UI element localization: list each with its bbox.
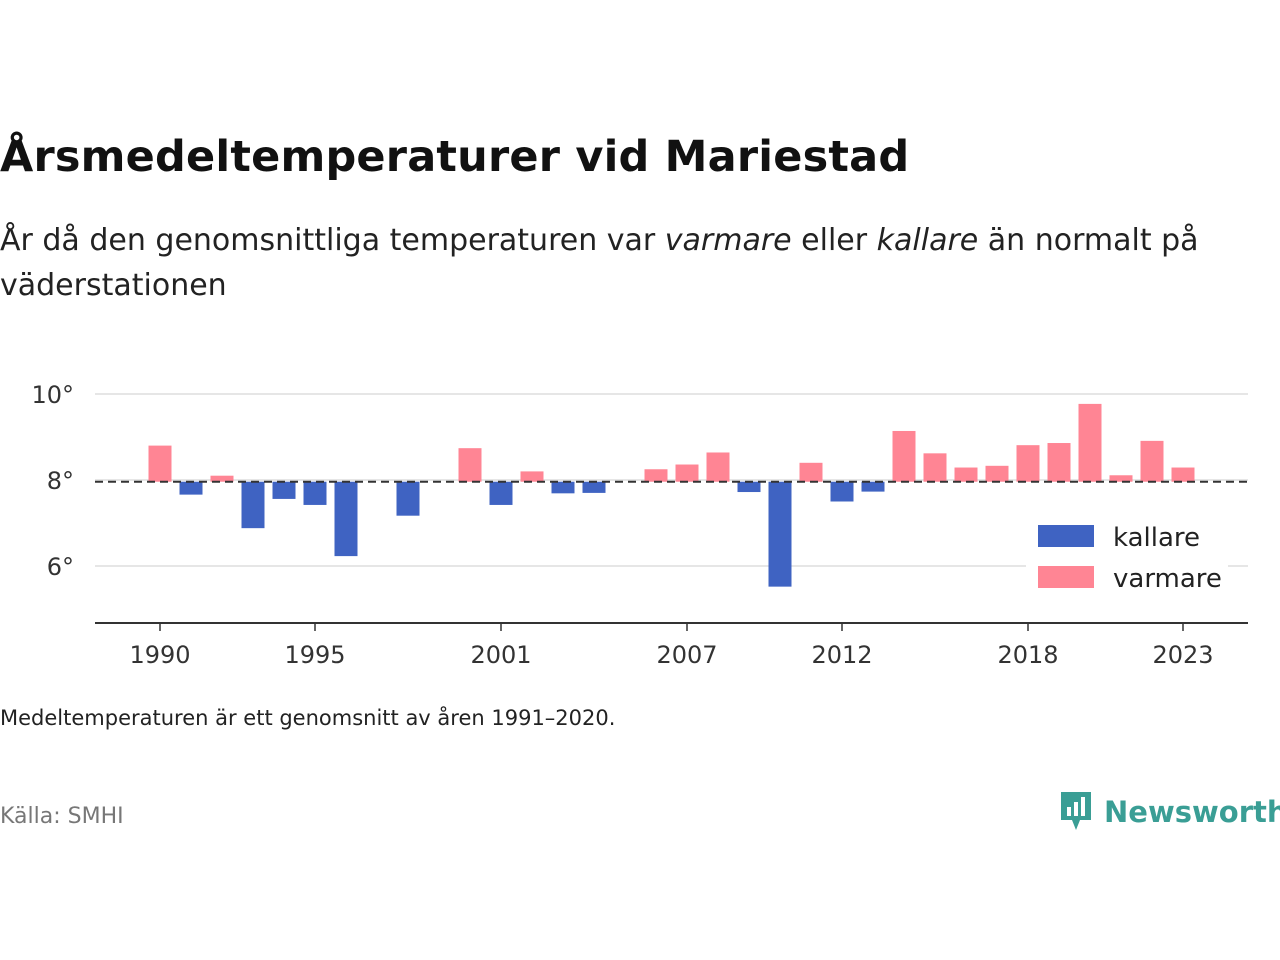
y-tick-label: 8°	[47, 467, 74, 495]
legend-swatch-cold	[1038, 525, 1094, 547]
subtitle-part-2: eller	[791, 223, 877, 258]
legend-swatch-warm	[1038, 566, 1094, 588]
bar-chart: 6° 8° 10° 1990 1995 2001 2007 2012 2018 2023 kal…	[31, 381, 1248, 669]
bar-2019	[1047, 443, 1071, 482]
bar-2008	[706, 452, 730, 482]
bar-1995	[303, 481, 327, 505]
bar-1994	[272, 481, 296, 499]
bar-2016	[954, 467, 978, 482]
bar-2009	[737, 481, 761, 493]
brand-logo[interactable]: Newsworthy	[1058, 790, 1280, 834]
chart-subtitle: År då den genomsnittliga temperaturen va…	[0, 218, 1270, 308]
x-tick-label: 2001	[470, 641, 531, 669]
chart-title: Årsmedeltemperaturer vid Mariestad	[0, 132, 910, 182]
bar-2014	[892, 430, 916, 482]
subtitle-warmer: varmare	[664, 223, 792, 258]
y-axis-labels: 6° 8° 10°	[31, 381, 74, 581]
bar-2004	[582, 481, 606, 493]
bar-2017	[985, 465, 1009, 482]
bar-2006	[644, 469, 668, 482]
x-tick-label: 2007	[656, 641, 717, 669]
bar-2018	[1016, 445, 1040, 482]
bar-1990	[148, 445, 172, 482]
legend-label-warm: varmare	[1113, 564, 1222, 594]
x-tick-label: 1990	[129, 641, 190, 669]
bar-2007	[675, 464, 699, 482]
bar-2012	[830, 481, 854, 502]
legend-label-cold: kallare	[1113, 523, 1200, 553]
x-tick-label: 2012	[811, 641, 872, 669]
subtitle-colder: kallare	[876, 223, 979, 258]
bar-2000	[458, 448, 482, 482]
subtitle-part-1: År då den genomsnittliga temperaturen va…	[0, 223, 665, 258]
bar-2015	[923, 453, 947, 482]
y-tick-label: 6°	[47, 553, 74, 581]
bar-2010	[768, 481, 792, 587]
x-axis-ticks: 1990 1995 2001 2007 2012 2018 2023	[129, 623, 1214, 669]
bar-1992	[210, 475, 234, 482]
bar-2001	[489, 481, 513, 505]
bar-2003	[551, 481, 575, 494]
legend: kallare varmare	[1026, 515, 1228, 603]
bar-2021	[1109, 475, 1133, 482]
x-tick-label: 2023	[1152, 641, 1213, 669]
newsworthy-logo-icon	[1061, 792, 1091, 830]
bars	[148, 403, 1195, 587]
brand-name: Newsworthy	[1104, 795, 1280, 829]
bar-2002	[520, 471, 544, 482]
bar-1993	[241, 481, 265, 529]
subtitle-part-3: än normalt på väderstationen	[0, 223, 1199, 303]
bar-1991	[179, 481, 203, 495]
bar-2022	[1140, 440, 1164, 482]
chart-note: Medeltemperaturen är ett genomsnitt av å…	[0, 706, 616, 730]
bar-2020	[1078, 403, 1102, 482]
bar-1996	[334, 481, 358, 557]
bar-1998	[396, 481, 420, 516]
y-tick-label: 10°	[31, 381, 74, 409]
bar-2011	[799, 462, 823, 482]
x-tick-label: 2018	[997, 641, 1058, 669]
bar-2013	[861, 481, 885, 492]
bar-2023	[1171, 467, 1195, 482]
x-tick-label: 1995	[284, 641, 345, 669]
source-text: Källa: SMHI	[0, 804, 124, 829]
